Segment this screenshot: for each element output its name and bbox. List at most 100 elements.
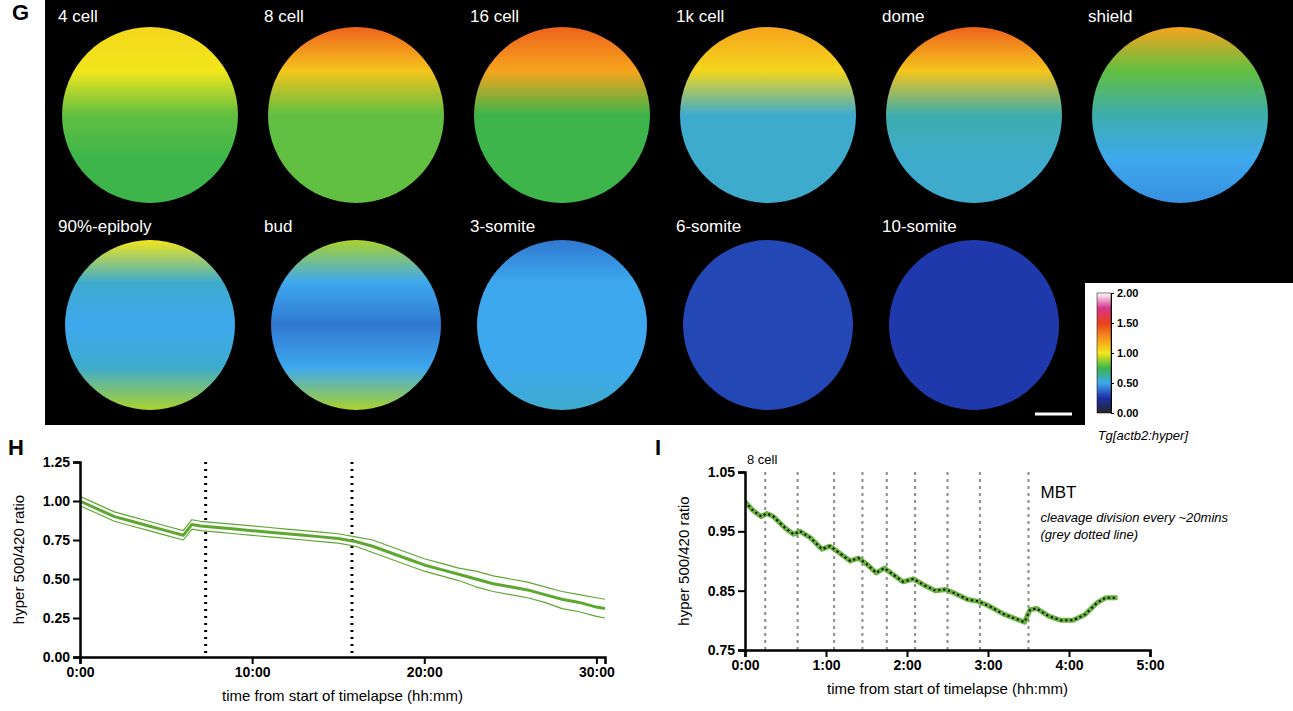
colorbar <box>1097 293 1111 413</box>
reference-line <box>833 472 835 650</box>
x-axis-title: time from start of timelapse (hh:mm) <box>222 687 463 704</box>
tick-label: 0:00 <box>731 657 759 673</box>
x-tick: 5:00 <box>1136 650 1164 673</box>
tick-label: 0.00 <box>43 649 70 665</box>
tick-mark <box>826 650 828 657</box>
axis-line <box>738 473 746 651</box>
stage-label: 4 cell <box>58 7 98 26</box>
upper-bound <box>80 496 605 599</box>
tick-mark <box>1111 383 1114 384</box>
axis-line <box>746 651 1151 658</box>
tick-label: 30:00 <box>579 664 615 680</box>
tick-mark <box>738 472 745 474</box>
reference-line <box>886 472 888 650</box>
x-tick: 2:00 <box>893 650 921 673</box>
figure: G4 cell8 cell16 cell1k celldomeshield90%… <box>0 0 1293 711</box>
y-tick: 0.75 <box>708 642 745 658</box>
tick-mark <box>596 657 598 664</box>
embryo <box>886 27 1062 203</box>
reference-line <box>914 472 916 650</box>
embryo-images: 4 cell8 cell16 cell1k celldomeshield90%-… <box>58 7 1268 410</box>
tick-label: 0:00 <box>66 664 94 680</box>
tick-label: 0.50 <box>43 571 70 587</box>
reference-line <box>947 472 949 650</box>
colorbar-axis: 0.000.501.001.502.00 <box>1111 287 1138 419</box>
tick-label: 1.50 <box>1117 317 1138 329</box>
image-background <box>45 0 1293 425</box>
embryo <box>680 27 856 203</box>
tick-mark <box>424 657 426 664</box>
tick-mark <box>73 657 80 659</box>
embryo <box>474 27 650 203</box>
y-tick: 1.05 <box>708 464 745 480</box>
embryo <box>889 240 1059 410</box>
x-tick: 0:00 <box>731 650 759 673</box>
tick-mark <box>1111 293 1114 294</box>
y-tick: 0.25 <box>43 610 80 626</box>
reference-line <box>350 462 353 657</box>
tick-label: 1.05 <box>708 464 735 480</box>
tick-label: 3:00 <box>974 657 1002 673</box>
y-axis-title: hyper 500/420 ratio <box>675 496 692 625</box>
panel-H: H0:0010:0020:0030:000.000.250.500.751.00… <box>8 435 615 704</box>
tick-mark <box>1069 650 1071 657</box>
annotation: cleavage division every ~20mins <box>1041 510 1229 525</box>
colorbar-tick: 1.50 <box>1111 317 1138 329</box>
tick-label: 1.00 <box>43 493 70 509</box>
stage-label: dome <box>882 7 925 26</box>
series-line <box>80 501 605 609</box>
stage-label: bud <box>264 217 292 236</box>
x-axis: 0:0010:0020:0030:00 <box>66 657 615 680</box>
reference-line <box>764 472 766 650</box>
tick-label: 1.25 <box>43 454 70 470</box>
tick-mark <box>738 531 745 533</box>
x-tick: 30:00 <box>579 657 615 680</box>
plot-area <box>80 462 605 657</box>
stage-label: 1k cell <box>676 7 724 26</box>
annotation: MBT <box>1041 483 1077 502</box>
x-tick: 4:00 <box>1055 650 1083 673</box>
tick-mark <box>73 501 80 503</box>
tick-mark <box>1111 353 1114 354</box>
y-tick: 0.00 <box>43 649 80 665</box>
y-tick: 0.95 <box>708 523 745 539</box>
tick-mark <box>73 618 80 620</box>
stage-label: 10-somite <box>882 217 957 236</box>
tick-mark <box>73 579 80 581</box>
y-axis: 0.750.850.951.05 <box>708 464 746 658</box>
tick-mark <box>738 650 745 652</box>
tick-label: 0.75 <box>708 642 735 658</box>
tick-mark <box>73 462 80 464</box>
stage-label: 90%-epiboly <box>58 217 152 236</box>
colorbar-tick: 0.00 <box>1111 407 1138 419</box>
reference-line <box>1028 472 1030 650</box>
embryo <box>1092 27 1268 203</box>
annotation: (grey dotted line) <box>1041 527 1139 542</box>
tick-mark <box>738 590 745 592</box>
tick-label: 2:00 <box>893 657 921 673</box>
tick-mark <box>73 540 80 542</box>
y-axis-title: hyper 500/420 ratio <box>10 495 27 624</box>
tick-mark <box>988 650 990 657</box>
x-tick: 10:00 <box>235 657 271 680</box>
embryo <box>271 240 441 410</box>
tick-label: 10:00 <box>235 664 271 680</box>
colorbar-tick: 2.00 <box>1111 287 1138 299</box>
tick-mark <box>1111 413 1114 414</box>
tick-label: 4:00 <box>1055 657 1083 673</box>
embryo <box>268 27 444 203</box>
panel-letter: H <box>8 435 24 460</box>
tick-label: 5:00 <box>1136 657 1164 673</box>
reference-line <box>797 472 799 650</box>
x-tick: 1:00 <box>812 650 840 673</box>
tick-label: 0.00 <box>1117 407 1138 419</box>
embryo <box>683 240 853 410</box>
reference-line <box>204 462 207 657</box>
y-axis: 0.00 0.25 0.50 0.75 1.00 1.25 <box>43 454 81 665</box>
annotation: 8 cell <box>747 452 777 467</box>
y-tick: 0.75 <box>43 532 80 548</box>
annotation: Tg[actb2:hyper] <box>1098 428 1189 443</box>
embryo <box>65 240 235 410</box>
lower-bound <box>80 506 605 618</box>
embryo <box>62 27 238 203</box>
